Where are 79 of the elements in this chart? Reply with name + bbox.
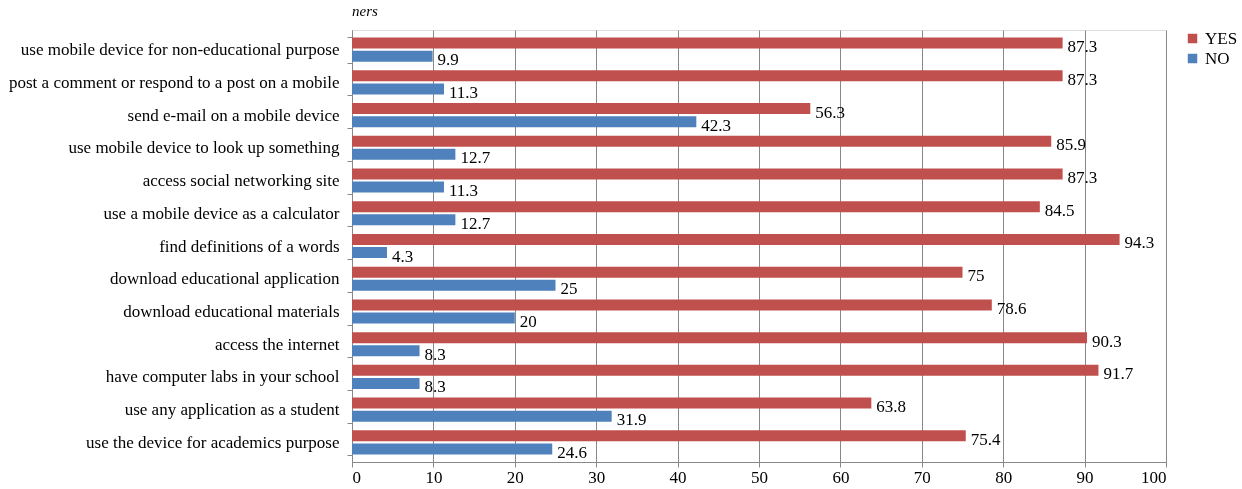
data-label: 12.7	[460, 148, 491, 168]
bar	[352, 233, 1120, 245]
x-tick-label: 50	[751, 467, 768, 487]
data-label: 25	[560, 279, 578, 299]
y-tick-label: use any application as a student	[124, 400, 340, 420]
bar	[352, 201, 1040, 213]
y-tick-label: use mobile device for non-educational purpose	[20, 40, 340, 60]
bar	[352, 50, 433, 62]
y-tick-label: download educational materials	[123, 301, 340, 321]
bar	[352, 364, 1099, 376]
data-label: 91.7	[1103, 364, 1134, 384]
bar	[352, 266, 963, 278]
y-tick-label: use mobile device to look up something	[68, 138, 340, 158]
bar	[352, 299, 992, 311]
data-label: 9.9	[437, 50, 459, 70]
bar	[352, 214, 456, 226]
legend-label: YES	[1205, 28, 1238, 48]
data-label: 87.3	[1067, 37, 1098, 57]
data-label: 56.3	[815, 102, 846, 122]
x-tick-label: 60	[832, 467, 850, 487]
data-label: 12.7	[460, 213, 491, 233]
data-label: 63.8	[876, 397, 907, 417]
y-tick-label: use the device for academics purpose	[86, 432, 340, 452]
y-tick-label: use a mobile device as a calculator	[103, 203, 340, 223]
x-tick-label: 40	[669, 467, 687, 487]
bar	[352, 135, 1052, 147]
bar	[352, 116, 697, 128]
data-label: 20	[519, 312, 537, 331]
x-tick-label: 0	[352, 467, 361, 487]
text: ners	[352, 3, 378, 19]
x-tick-label: 70	[913, 467, 931, 487]
bar	[352, 83, 444, 95]
bar	[352, 168, 1063, 180]
bar	[352, 430, 966, 442]
data-label: 8.3	[424, 344, 446, 364]
x-tick-label: 20	[506, 467, 524, 487]
data-label: 85.9	[1056, 135, 1086, 155]
bar	[352, 443, 553, 455]
bar	[352, 377, 420, 389]
x-tick-label: 100	[1141, 467, 1167, 487]
y-tick-label: post a comment or respond to a post on a mobile	[9, 72, 340, 92]
bar	[352, 312, 515, 324]
data-label: 94.3	[1124, 233, 1155, 253]
y-tick-label: have computer labs in your school	[105, 367, 340, 387]
x-tick-label: 80	[995, 467, 1013, 487]
data-label: 75.4	[970, 429, 1002, 449]
data-label: 8.3	[424, 377, 446, 397]
legend-label: NO	[1205, 48, 1230, 68]
data-label: 11.3	[448, 82, 479, 102]
data-label: 24.6	[557, 442, 587, 462]
data-label: 31.9	[616, 410, 647, 430]
y-tick-label: send e-mail on a mobile device	[127, 105, 340, 125]
y-tick-label: download educational application	[110, 269, 340, 289]
data-label: 4.3	[392, 246, 414, 266]
y-tick-label: access social networking site	[142, 171, 340, 191]
bar	[352, 148, 456, 160]
y-tick-label: find definitions of a words	[159, 236, 340, 256]
bar	[352, 181, 444, 193]
data-label: 87.3	[1067, 69, 1098, 89]
bar	[352, 37, 1063, 49]
x-tick-label: 10	[425, 467, 443, 487]
bar	[352, 103, 811, 115]
bar	[352, 279, 556, 291]
y-tick-label: access the internet	[214, 334, 340, 354]
data-label: 87.3	[1067, 168, 1098, 187]
data-label: 42.3	[701, 115, 732, 135]
data-label: 11.3	[448, 181, 479, 201]
bar	[352, 332, 1088, 344]
bar	[352, 410, 612, 422]
data-label: 84.5	[1044, 200, 1075, 220]
x-tick-label: 30	[588, 467, 606, 487]
data-label: 75	[967, 266, 985, 286]
bar	[352, 70, 1063, 82]
data-label: 78.6	[996, 298, 1027, 318]
bar	[352, 397, 872, 409]
x-tick-label: 90	[1076, 467, 1094, 487]
bar	[352, 345, 420, 357]
bar	[352, 247, 387, 259]
data-label: 90.3	[1092, 331, 1122, 351]
